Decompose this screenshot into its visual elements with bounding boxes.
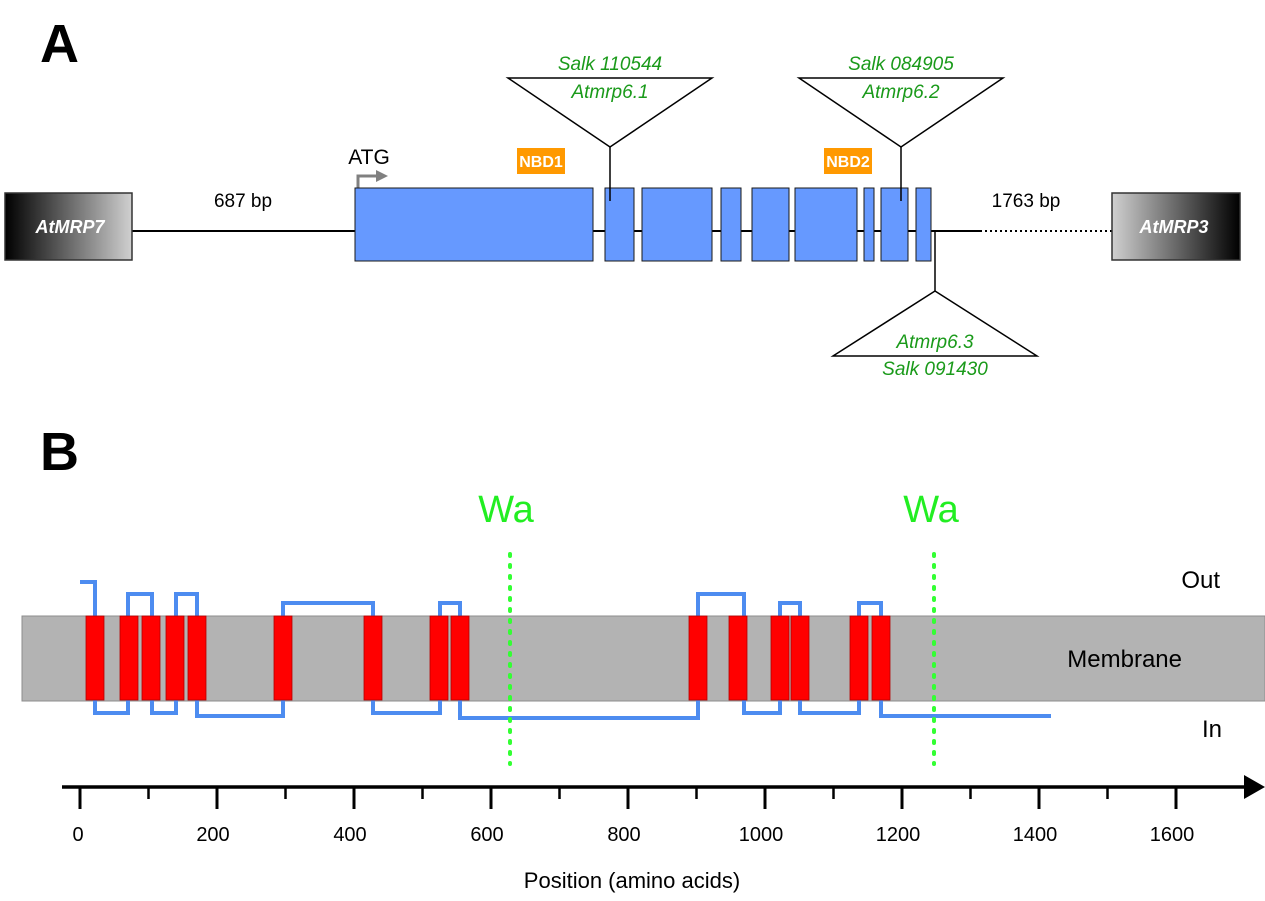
nbd1-badge: NBD1 <box>517 148 565 174</box>
tm-helix <box>450 615 470 701</box>
tick-label: 800 <box>607 824 640 846</box>
walker-a-label-2: Wa <box>903 489 959 531</box>
atg-label: ATG <box>348 146 390 169</box>
tm-helix <box>429 615 449 701</box>
flank-left-label: AtMRP7 <box>34 217 105 237</box>
insertion-2-salk: Salk 084905 <box>848 54 954 75</box>
tm-helix <box>770 615 790 701</box>
nbd2-label: NBD2 <box>826 154 870 171</box>
exon <box>915 187 932 262</box>
tm-helix <box>688 615 708 701</box>
insertion-3-salk: Salk 091430 <box>882 359 988 380</box>
walker-a-marker-1: Wa <box>478 489 535 766</box>
exon <box>751 187 790 262</box>
panel-b-letter: B <box>40 422 79 482</box>
in-label: In <box>1202 716 1222 743</box>
tm-helix <box>141 615 161 701</box>
exon <box>794 187 858 262</box>
nbd2-badge: NBD2 <box>824 148 872 174</box>
exons <box>354 187 932 262</box>
tm-helix <box>728 615 748 701</box>
flank-gene-left: AtMRP7 <box>4 192 133 261</box>
tm-helix <box>273 615 293 701</box>
upstream-bp-label: 687 bp <box>214 191 272 212</box>
exon <box>641 187 713 262</box>
walker-a-marker-2: Wa <box>903 489 960 766</box>
tm-helix <box>119 615 139 701</box>
tm-helix <box>871 615 891 701</box>
tm-helix <box>849 615 869 701</box>
exon <box>880 187 909 262</box>
tick-label: 400 <box>333 824 366 846</box>
insertion-triangle-1: Salk 110544 Atmrp6.1 <box>505 54 715 201</box>
flank-right-label: AtMRP3 <box>1138 217 1208 237</box>
tm-helix <box>790 615 810 701</box>
tick-label: 1200 <box>876 824 921 846</box>
major-ticks <box>78 787 1178 809</box>
position-axis: 0 200 400 600 800 1000 1200 1400 1600 Po… <box>62 775 1265 893</box>
out-label: Out <box>1181 567 1220 594</box>
insertion-3-allele: Atmrp6.3 <box>895 332 974 353</box>
insertion-triangle-3: Atmrp6.3 Salk 091430 <box>830 231 1040 380</box>
exon <box>863 187 875 262</box>
walker-a-label-1: Wa <box>478 489 534 531</box>
tick-label: 1400 <box>1013 824 1058 846</box>
tm-helix <box>165 615 185 701</box>
panel-a-letter: A <box>40 14 79 74</box>
exon <box>720 187 742 262</box>
membrane-band <box>21 615 1265 702</box>
downstream-bp-label: 1763 bp <box>992 191 1061 212</box>
insertion-triangle-2: Salk 084905 Atmrp6.2 <box>796 54 1006 201</box>
tick-label: 200 <box>196 824 229 846</box>
axis-arrowhead <box>1244 775 1265 799</box>
transcription-start-arrow <box>356 170 388 188</box>
axis-title: Position (amino acids) <box>524 868 740 893</box>
insertion-1-allele: Atmrp6.1 <box>570 82 648 103</box>
tick-label: 1000 <box>739 824 784 846</box>
exon <box>354 187 594 262</box>
tick-label: 0 <box>72 824 83 846</box>
tick-label: 1600 <box>1150 824 1195 846</box>
nbd1-label: NBD1 <box>519 154 563 171</box>
panel-a: A AtMRP7 AtMRP3 687 bp 1763 bp ATG <box>4 14 1241 380</box>
tm-helix <box>363 615 383 701</box>
tm-helix <box>187 615 207 701</box>
flank-gene-right: AtMRP3 <box>1111 192 1241 261</box>
insertion-1-salk: Salk 110544 <box>558 54 662 75</box>
tm-helix <box>85 615 105 701</box>
panel-b: B Wa Wa <box>21 422 1265 893</box>
tick-label: 600 <box>470 824 503 846</box>
transmembrane-helices <box>85 615 891 701</box>
minor-ticks <box>147 787 1109 799</box>
membrane-label: Membrane <box>1067 646 1182 673</box>
insertion-2-allele: Atmrp6.2 <box>861 82 940 103</box>
